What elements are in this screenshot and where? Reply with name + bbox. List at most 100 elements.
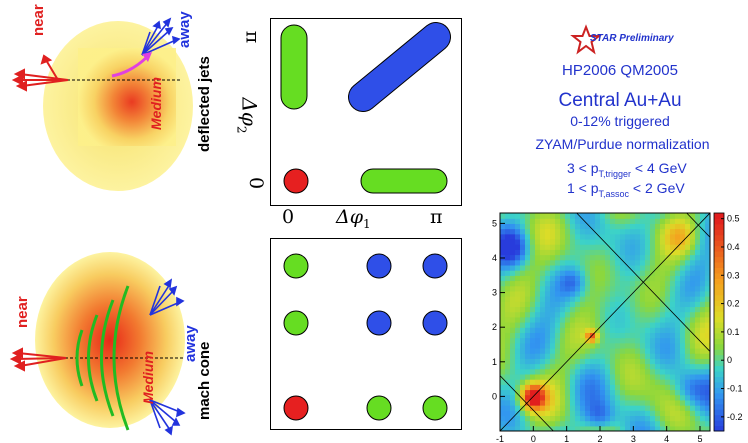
- heatmap-cell: [565, 259, 571, 266]
- heatmap-cell: [515, 363, 521, 370]
- heatmap-cell: [675, 254, 681, 261]
- heatmap-cell: [500, 301, 506, 308]
- heatmap-cell: [670, 425, 676, 431]
- heatmap-cell: [655, 228, 661, 235]
- heatmap-cell: [680, 399, 686, 406]
- heatmap-cell: [570, 249, 576, 256]
- heatmap-cell: [685, 332, 691, 339]
- heatmap-cell: [615, 285, 621, 292]
- origin-peak: [283, 168, 309, 194]
- heatmap-cell: [695, 405, 701, 411]
- heatmap-cell: [675, 306, 681, 313]
- heatmap-cell: [605, 259, 611, 266]
- heatmap-cell: [570, 394, 576, 401]
- heatmap-cell: [630, 280, 636, 287]
- heatmap-cell: [705, 259, 710, 266]
- heatmap-cell: [510, 316, 516, 323]
- y-tick-0: 0: [245, 176, 268, 190]
- y-axis-label-phi: Δφ: [237, 97, 262, 126]
- heatmap-cell: [500, 264, 506, 271]
- heatmap-cell: [610, 213, 616, 219]
- heatmap-cell: [620, 394, 626, 401]
- heatmap-cell: [635, 223, 641, 230]
- heatmap-cell: [640, 285, 646, 292]
- heatmap-cell: [645, 285, 651, 292]
- heatmap-cell: [615, 322, 621, 328]
- heatmap-cell: [645, 425, 651, 431]
- away-label: away: [176, 11, 193, 48]
- heatmap-cell: [530, 358, 536, 365]
- heatmap-cell: [625, 410, 631, 417]
- heatmap-cell: [525, 259, 531, 266]
- heatmap-cell: [630, 358, 636, 365]
- heatmap-cell: [600, 327, 606, 333]
- heatmap-cell: [505, 264, 511, 271]
- heatmap-cell: [545, 249, 551, 256]
- heatmap-cell: [690, 280, 696, 287]
- heatmap-cell: [600, 296, 606, 302]
- heatmap-cell: [635, 244, 641, 250]
- heatmap-cell: [650, 316, 656, 323]
- heatmap-cell: [590, 280, 596, 287]
- heatmap-cell: [655, 259, 661, 266]
- heatmap-cell: [600, 425, 606, 431]
- heatmap-cell: [600, 213, 606, 219]
- heatmap-cell: [570, 306, 576, 313]
- heatmap-cell: [680, 290, 686, 297]
- heatmap-cell: [520, 379, 526, 385]
- heatmap-cell: [640, 233, 646, 240]
- heatmap-cell: [615, 254, 621, 261]
- heatmap-cell: [615, 259, 621, 266]
- heatmap-cell: [590, 238, 596, 245]
- heatmap-cell: [700, 259, 706, 266]
- heatmap-cell: [685, 285, 691, 292]
- heatmap-cell: [535, 337, 541, 344]
- heatmap-cell: [570, 322, 576, 328]
- x-tick-label: 3: [631, 434, 636, 443]
- heatmap-cell: [525, 353, 531, 359]
- heatmap-cell: [695, 358, 701, 365]
- heatmap-cell: [560, 218, 566, 224]
- heatmap-cell: [505, 244, 511, 250]
- heatmap-cell: [510, 306, 516, 313]
- heatmap-cell: [540, 280, 546, 287]
- star-logo: STAR Preliminary: [570, 24, 692, 56]
- heatmap-cell: [585, 384, 591, 391]
- heatmap-cell: [645, 244, 651, 250]
- heatmap-cell: [595, 316, 601, 323]
- heatmap-cell: [610, 425, 616, 431]
- heatmap-cell: [690, 332, 696, 339]
- heatmap-cell: [605, 290, 611, 297]
- heatmap-cell: [585, 270, 591, 276]
- heatmap-cell: [685, 311, 691, 318]
- heatmap-cell: [545, 296, 551, 302]
- colorbar-cell: [714, 234, 724, 241]
- heatmap-cell: [575, 394, 581, 401]
- heatmap-cell: [540, 296, 546, 302]
- heatmap-cell: [530, 347, 536, 354]
- heatmap-cell: [625, 373, 631, 380]
- colorbar-cell: [714, 409, 724, 416]
- heatmap-cell: [555, 249, 561, 256]
- heatmap-cell: [630, 301, 636, 308]
- heatmap-cell: [500, 405, 506, 411]
- x-tick-0: 0: [282, 206, 295, 228]
- heatmap-cell: [585, 399, 591, 406]
- heatmap-cell: [650, 358, 656, 365]
- heatmap-cell: [675, 358, 681, 365]
- heatmap-cell: [520, 280, 526, 287]
- heatmap-cell: [660, 218, 666, 224]
- heatmap-cell: [625, 244, 631, 250]
- heatmap-cell: [625, 342, 631, 349]
- heatmap-cell: [595, 368, 601, 375]
- heatmap-cell: [690, 410, 696, 417]
- heatmap-cell: [675, 223, 681, 230]
- heatmap-cell: [670, 353, 676, 359]
- heatmap-cell: [575, 233, 581, 240]
- colorbar-cell: [714, 338, 724, 345]
- heatmap-cell: [675, 238, 681, 245]
- heatmap-cell: [615, 327, 621, 333]
- heatmap-cell: [550, 280, 556, 287]
- colorbar-cell: [714, 360, 724, 367]
- heatmap-cell: [620, 399, 626, 406]
